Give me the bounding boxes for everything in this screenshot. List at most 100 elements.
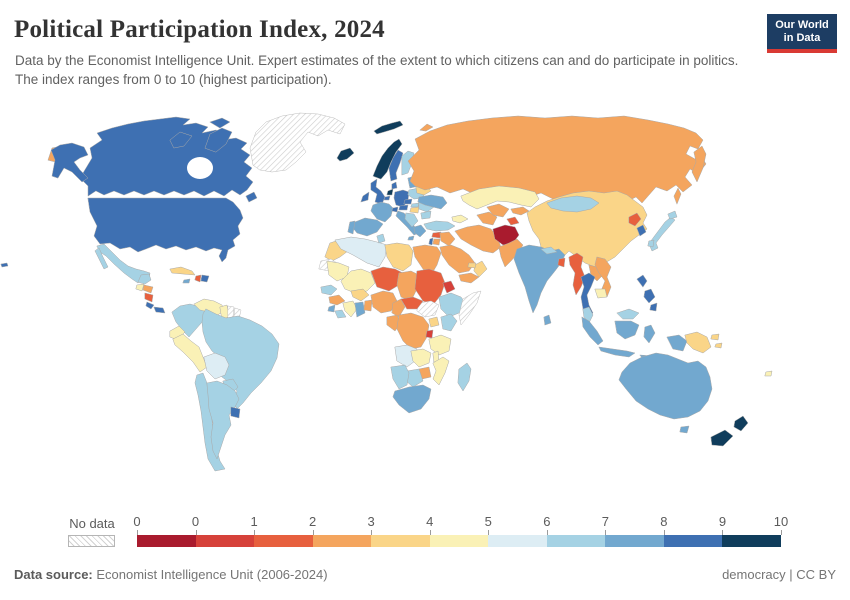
country-honduras[interactable]	[142, 284, 154, 294]
country-norway[interactable]	[372, 138, 403, 180]
country-guatemala[interactable]	[135, 283, 145, 292]
country-india[interactable]	[513, 244, 566, 314]
country-usa[interactable]	[87, 197, 244, 263]
country-libya[interactable]	[384, 242, 414, 272]
country-italy[interactable]	[407, 235, 415, 241]
country-jamaica[interactable]	[182, 278, 191, 284]
country-costa-rica[interactable]	[145, 301, 155, 310]
country-indonesia[interactable]	[598, 346, 636, 358]
country-burkina-faso[interactable]	[350, 288, 370, 302]
country-afghanistan[interactable]	[492, 224, 520, 246]
country-syria[interactable]	[431, 231, 442, 239]
country-philippines[interactable]	[649, 302, 658, 312]
country-canada[interactable]	[245, 191, 258, 203]
country-turkey[interactable]	[423, 220, 456, 232]
country-sri-lanka[interactable]	[543, 314, 552, 326]
country-myanmar[interactable]	[568, 252, 586, 296]
country-nicaragua[interactable]	[144, 292, 154, 303]
country-south-sudan[interactable]	[416, 300, 440, 318]
country-thailand[interactable]	[580, 272, 596, 318]
country-liberia[interactable]	[334, 309, 347, 319]
country-tajikistan[interactable]	[506, 216, 520, 226]
country-yemen[interactable]	[458, 272, 480, 284]
country-malaysia[interactable]	[582, 306, 594, 324]
country-ireland[interactable]	[360, 191, 370, 203]
country-madagascar[interactable]	[457, 362, 472, 392]
country-canada[interactable]	[169, 131, 193, 149]
country-drc[interactable]	[396, 312, 430, 350]
country-south-korea[interactable]	[636, 224, 647, 237]
country-germany[interactable]	[393, 189, 410, 208]
country-spain[interactable]	[351, 217, 384, 237]
legend-bin-swatch[interactable]	[371, 535, 430, 547]
country-saudi-arabia[interactable]	[439, 244, 476, 274]
country-portugal[interactable]	[347, 220, 356, 235]
country-cuba[interactable]	[169, 266, 196, 276]
country-russia[interactable]	[673, 187, 682, 205]
country-australia[interactable]	[679, 425, 690, 434]
country-malaysia[interactable]	[616, 308, 640, 320]
country-rwanda-burundi[interactable]	[425, 329, 434, 339]
country-uae[interactable]	[467, 262, 477, 269]
country-australia[interactable]	[618, 352, 713, 420]
country-switzerland[interactable]	[391, 206, 399, 213]
country-brazil[interactable]	[201, 308, 280, 410]
country-uzbekistan[interactable]	[486, 203, 510, 218]
country-uruguay[interactable]	[230, 406, 241, 419]
country-solomon-islands[interactable]	[714, 342, 723, 349]
country-oman[interactable]	[473, 260, 488, 278]
country-argentina[interactable]	[206, 380, 240, 460]
country-uganda[interactable]	[428, 316, 440, 328]
legend-bin-swatch[interactable]	[488, 535, 547, 547]
country-austria[interactable]	[398, 204, 409, 211]
country-canada[interactable]	[79, 116, 254, 197]
country-usa[interactable]	[50, 142, 89, 183]
country-haiti[interactable]	[194, 274, 202, 283]
country-kenya[interactable]	[440, 313, 458, 332]
country-chad[interactable]	[396, 270, 420, 302]
country-iraq[interactable]	[439, 231, 456, 247]
country-west-balkans[interactable]	[404, 212, 419, 228]
country-mexico[interactable]	[137, 273, 152, 285]
country-slovakia[interactable]	[410, 202, 420, 208]
legend-bin-swatch[interactable]	[254, 535, 313, 547]
country-peru[interactable]	[172, 333, 208, 373]
country-usa[interactable]	[0, 262, 9, 268]
country-sudan[interactable]	[414, 268, 446, 306]
country-russia[interactable]	[407, 115, 707, 204]
country-greenland[interactable]	[249, 112, 346, 173]
country-tanzania[interactable]	[428, 334, 452, 356]
country-mongolia[interactable]	[546, 195, 600, 213]
country-eritrea[interactable]	[442, 280, 456, 294]
country-togo-benin[interactable]	[363, 299, 373, 312]
country-tunisia[interactable]	[376, 233, 386, 244]
country-algeria[interactable]	[334, 236, 388, 268]
country-fiji[interactable]	[764, 370, 773, 377]
country-kyrgyzstan[interactable]	[510, 206, 530, 216]
owid-logo[interactable]: Our World in Data	[767, 14, 837, 53]
country-japan[interactable]	[648, 216, 676, 252]
country-russia[interactable]	[419, 123, 434, 132]
country-netherlands[interactable]	[386, 188, 394, 196]
country-uk[interactable]	[370, 178, 386, 205]
country-indonesia[interactable]	[643, 324, 656, 344]
country-greece[interactable]	[413, 224, 427, 238]
country-indonesia[interactable]	[614, 320, 640, 340]
country-denmark[interactable]	[391, 181, 398, 190]
country-mozambique[interactable]	[432, 356, 450, 386]
country-sweden[interactable]	[388, 149, 404, 182]
legend-bin-swatch[interactable]	[195, 535, 255, 547]
country-jordan[interactable]	[432, 238, 441, 246]
legend-bin-swatch[interactable]	[312, 535, 372, 547]
country-taiwan[interactable]	[647, 239, 655, 248]
country-mexico[interactable]	[94, 247, 109, 270]
country-new-zealand[interactable]	[733, 415, 749, 432]
country-zambia[interactable]	[410, 348, 432, 368]
country-bulgaria[interactable]	[420, 210, 432, 220]
legend-bin-swatch[interactable]	[722, 535, 782, 547]
country-philippines[interactable]	[636, 274, 648, 288]
country-somalia[interactable]	[458, 290, 482, 326]
country-kazakhstan[interactable]	[460, 185, 540, 210]
country-namibia[interactable]	[390, 364, 410, 390]
license-note[interactable]: democracy | CC BY	[722, 567, 836, 582]
